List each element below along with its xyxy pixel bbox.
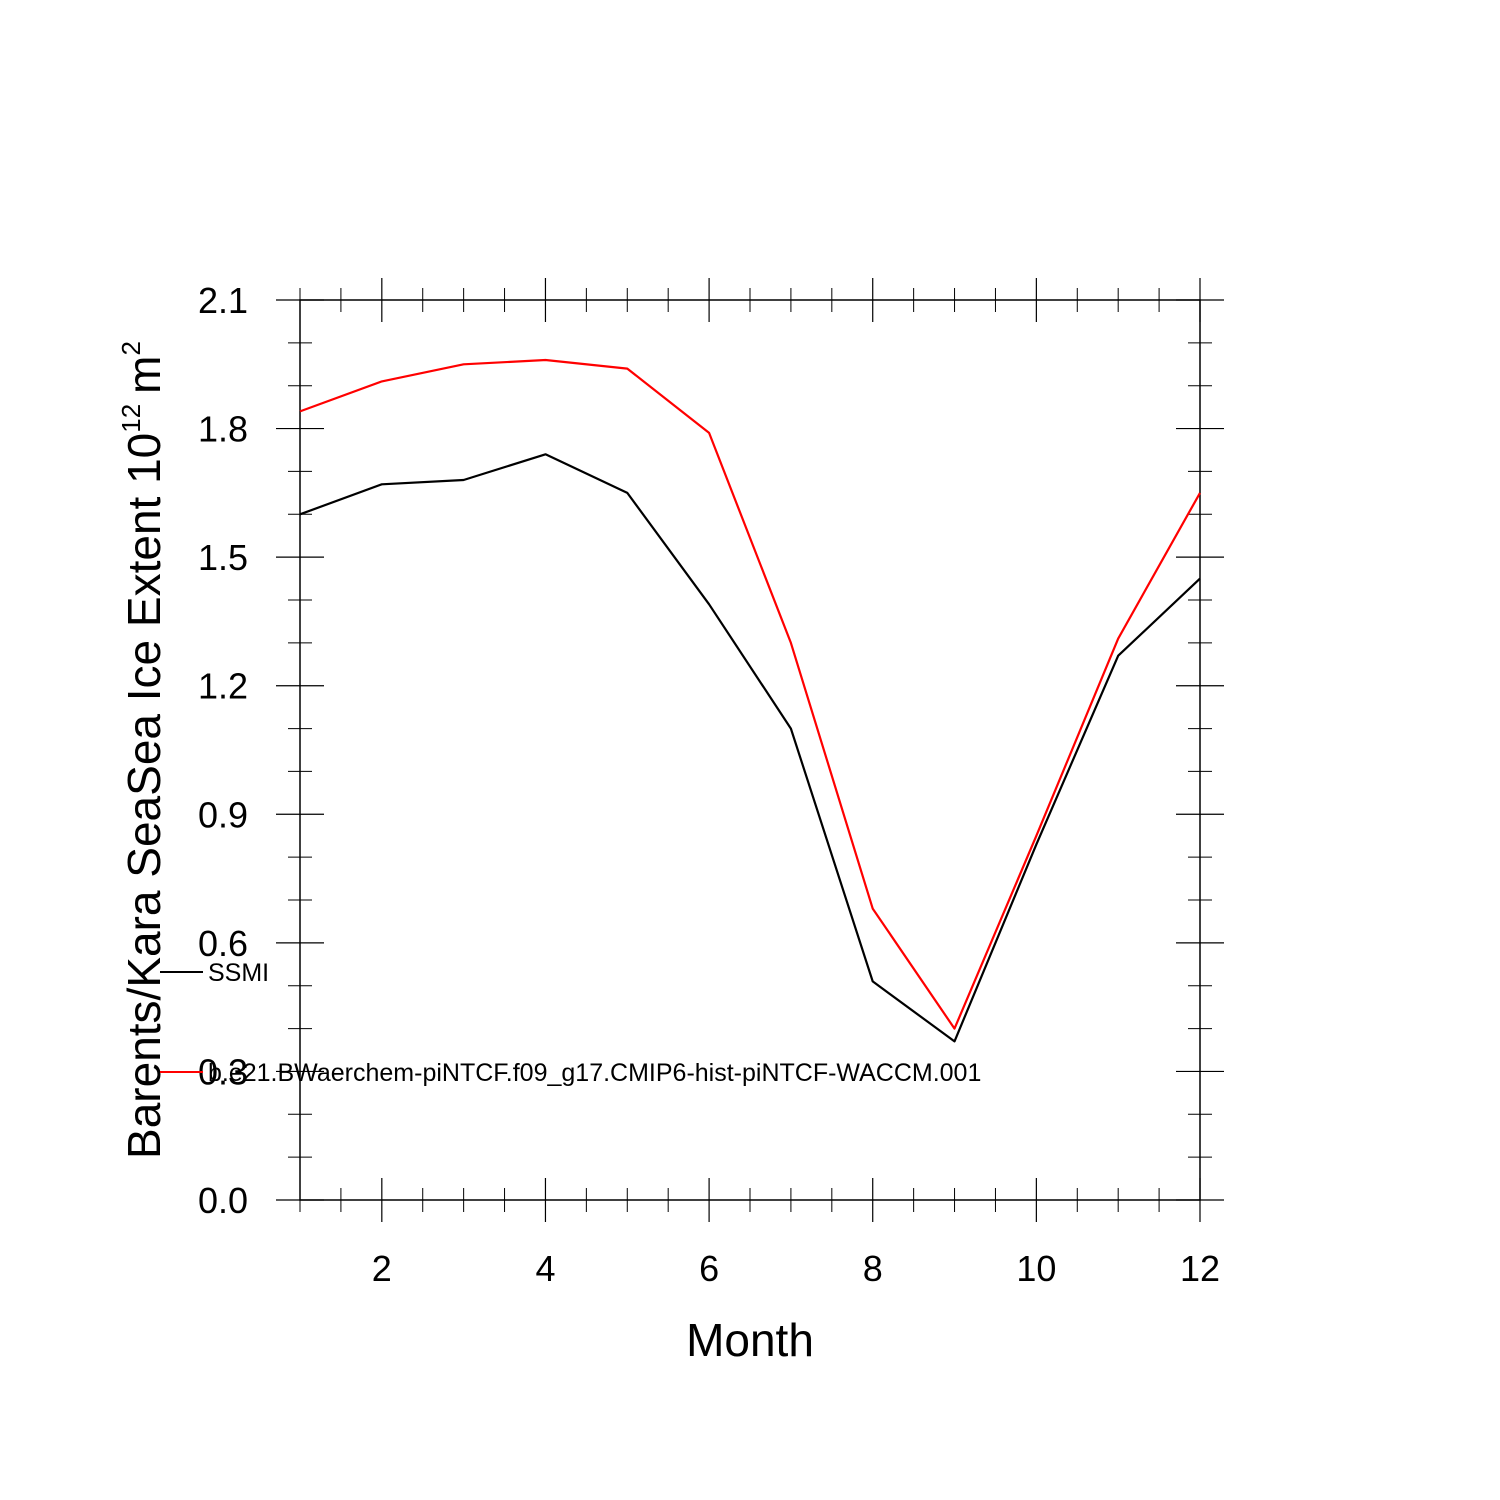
x-tick-label: 12 <box>1180 1248 1220 1289</box>
x-tick-label: 6 <box>699 1248 719 1289</box>
y-tick-label: 0.0 <box>198 1180 248 1221</box>
series-line-ssmi <box>299 453 1201 1043</box>
legend-label: b.e21.BWaerchem-piNTCF.f09_g17.CMIP6-his… <box>208 1059 981 1087</box>
x-tick-label: 8 <box>863 1248 883 1289</box>
y-tick-label: 1.8 <box>198 409 248 450</box>
y-tick-label: 1.5 <box>198 537 248 578</box>
y-tick-labels: 0.0 0.3 0.6 0.9 1.2 1.5 1.8 2.1 <box>198 280 248 1221</box>
x-axis-title: Month <box>686 1314 814 1366</box>
y-tick-label: 0.3 <box>198 1051 248 1092</box>
y-axis-title-main: Barents/Kara SeaSea Ice Extent 10 <box>118 433 170 1159</box>
legend-label: SSMI <box>208 959 269 987</box>
y-tick-label: 0.9 <box>198 794 248 835</box>
x-tick-labels: 2 4 6 8 10 12 <box>372 1248 1220 1289</box>
y-tick-label: 2.1 <box>198 280 248 321</box>
y-axis-title-unit-exponent: 2 <box>116 341 146 355</box>
series-line-model <box>299 358 1201 1030</box>
x-tick-label: 10 <box>1016 1248 1056 1289</box>
x-tick-label: 2 <box>372 1248 392 1289</box>
y-tick-label: 0.6 <box>198 923 248 964</box>
series-lines <box>299 358 1201 1043</box>
x-tick-label: 4 <box>535 1248 555 1289</box>
y-axis-title-unit: m <box>118 355 170 393</box>
major-ticks <box>276 278 1224 1222</box>
y-axis-title-exponent: 12 <box>116 404 146 433</box>
y-tick-label: 1.2 <box>198 666 248 707</box>
minor-ticks <box>288 288 1212 1212</box>
legend: SSMI b.e21.BWaerchem-piNTCF.f09_g17.CMIP6… <box>160 959 981 1087</box>
y-axis-title: Barents/Kara SeaSea Ice Extent 1012 m2 <box>116 341 170 1159</box>
